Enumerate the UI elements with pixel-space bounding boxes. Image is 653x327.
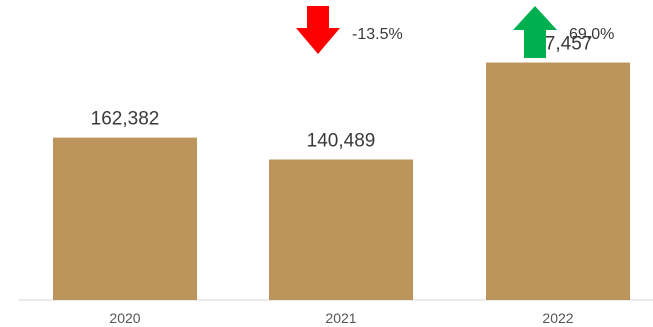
change-label-2022: 69.0% — [569, 26, 614, 43]
tick-label-2022: 2022 — [542, 310, 573, 326]
value-label-2021: 140,489 — [307, 131, 376, 152]
bar-2022 — [486, 62, 630, 300]
arrow-up-icon — [513, 6, 557, 58]
bar-2021 — [269, 159, 413, 300]
change-label-2021: -13.5% — [352, 26, 403, 43]
tick-label-2021: 2021 — [325, 310, 356, 326]
bar-2020 — [53, 137, 197, 300]
tick-label-2020: 2020 — [109, 310, 140, 326]
arrow-down-icon — [296, 6, 340, 54]
value-label-2020: 162,382 — [91, 109, 160, 130]
